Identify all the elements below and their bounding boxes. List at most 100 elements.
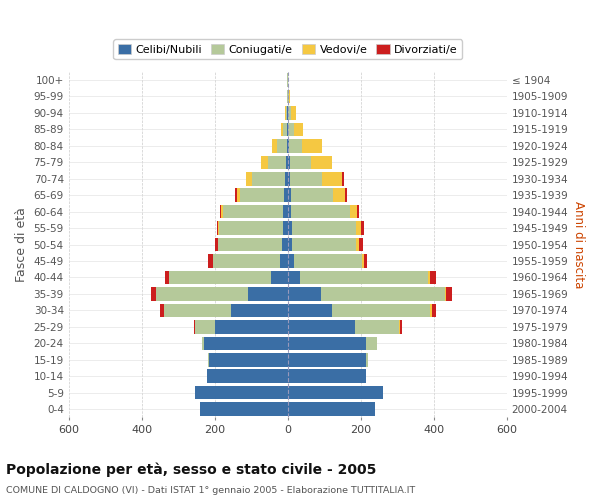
Bar — [213, 254, 280, 268]
Bar — [223, 205, 283, 218]
Bar — [331, 304, 430, 317]
Bar — [200, 402, 287, 416]
Bar — [202, 336, 204, 350]
Y-axis label: Fasce di età: Fasce di età — [15, 207, 28, 282]
Bar — [236, 188, 240, 202]
Bar — [164, 270, 169, 284]
Bar — [284, 188, 287, 202]
Bar — [208, 353, 209, 366]
Bar — [322, 172, 343, 186]
Bar — [151, 287, 156, 300]
Bar — [218, 238, 282, 252]
Bar — [287, 222, 292, 235]
Bar — [215, 320, 287, 334]
Bar — [231, 304, 287, 317]
Y-axis label: Anni di nascita: Anni di nascita — [572, 201, 585, 288]
Bar — [287, 370, 366, 383]
Bar — [350, 205, 357, 218]
Bar — [271, 270, 287, 284]
Bar — [283, 222, 287, 235]
Bar — [357, 205, 359, 218]
Bar — [356, 238, 359, 252]
Bar — [287, 386, 383, 400]
Bar — [280, 254, 287, 268]
Bar — [290, 156, 311, 169]
Bar — [292, 205, 350, 218]
Bar — [217, 222, 218, 235]
Bar — [287, 270, 301, 284]
Bar — [356, 222, 361, 235]
Bar — [400, 320, 401, 334]
Bar — [343, 172, 344, 186]
Bar — [215, 238, 218, 252]
Bar — [332, 188, 346, 202]
Bar — [290, 188, 332, 202]
Bar — [359, 238, 362, 252]
Bar — [221, 205, 223, 218]
Bar — [366, 353, 368, 366]
Bar — [287, 304, 331, 317]
Bar — [446, 287, 452, 300]
Bar — [287, 139, 289, 152]
Bar — [194, 320, 215, 334]
Bar — [399, 320, 400, 334]
Text: Maschi: Maschi — [151, 46, 205, 60]
Bar — [260, 156, 268, 169]
Bar — [287, 122, 289, 136]
Bar — [331, 156, 332, 169]
Bar — [283, 205, 287, 218]
Bar — [288, 106, 291, 120]
Bar — [235, 188, 236, 202]
Bar — [287, 205, 292, 218]
Bar — [208, 370, 287, 383]
Bar — [194, 386, 287, 400]
Bar — [246, 172, 247, 186]
Bar — [287, 156, 290, 169]
Bar — [286, 106, 287, 120]
Bar — [292, 222, 356, 235]
Bar — [346, 188, 347, 202]
Bar — [287, 336, 366, 350]
Bar — [289, 122, 294, 136]
Bar — [287, 402, 376, 416]
Bar — [362, 254, 364, 268]
Bar — [287, 287, 320, 300]
Bar — [291, 106, 296, 120]
Bar — [169, 270, 271, 284]
Text: Popolazione per età, sesso e stato civile - 2005: Popolazione per età, sesso e stato civil… — [6, 462, 376, 477]
Bar — [289, 139, 302, 152]
Bar — [287, 238, 292, 252]
Bar — [430, 270, 436, 284]
Bar — [290, 172, 322, 186]
Bar — [247, 172, 252, 186]
Bar — [287, 353, 366, 366]
Bar — [287, 172, 290, 186]
Bar — [355, 320, 399, 334]
Bar — [240, 188, 284, 202]
Bar — [311, 156, 331, 169]
Bar — [218, 222, 219, 235]
Bar — [160, 304, 164, 317]
Bar — [302, 139, 322, 152]
Bar — [268, 156, 286, 169]
Bar — [208, 254, 213, 268]
Bar — [286, 156, 287, 169]
Bar — [445, 287, 446, 300]
Bar — [428, 270, 430, 284]
Bar — [320, 287, 445, 300]
Bar — [287, 320, 355, 334]
Bar — [287, 188, 290, 202]
Bar — [204, 336, 287, 350]
Bar — [164, 304, 231, 317]
Bar — [287, 254, 294, 268]
Bar — [277, 139, 287, 152]
Bar — [361, 222, 364, 235]
Bar — [294, 254, 362, 268]
Bar — [282, 238, 287, 252]
Bar — [219, 222, 283, 235]
Bar — [301, 270, 428, 284]
Bar — [287, 90, 289, 103]
Bar — [209, 353, 287, 366]
Text: Femmine: Femmine — [362, 46, 433, 60]
Text: COMUNE DI CALDOGNO (VI) - Dati ISTAT 1° gennaio 2005 - Elaborazione TUTTITALIA.I: COMUNE DI CALDOGNO (VI) - Dati ISTAT 1° … — [6, 486, 415, 495]
